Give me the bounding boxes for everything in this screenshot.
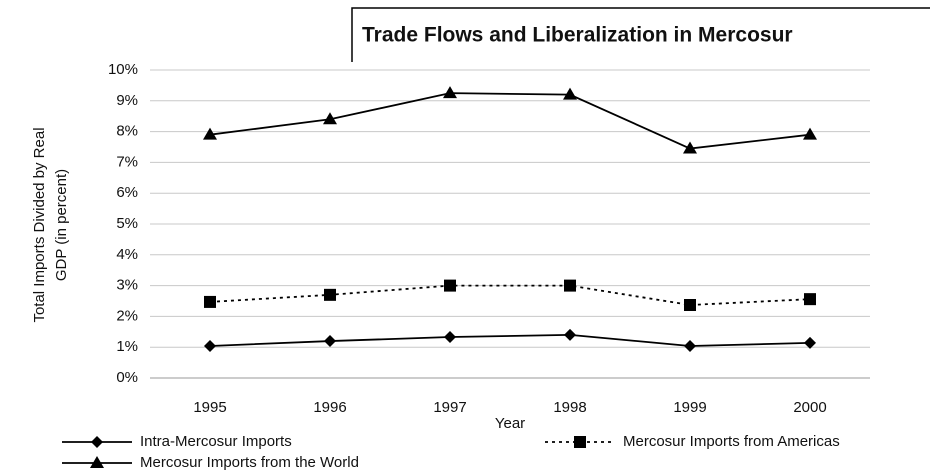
marker [90, 456, 104, 468]
y-tick-label: 7% [116, 153, 138, 170]
marker [804, 293, 816, 306]
marker [804, 336, 816, 349]
series-line [209, 284, 811, 306]
marker [324, 335, 336, 348]
y-tick-label: 6% [116, 184, 138, 201]
marker [203, 127, 217, 140]
marker [564, 279, 576, 292]
y-tick-label: 10% [108, 61, 138, 78]
marker [204, 295, 216, 308]
y-tick-label: 1% [116, 338, 138, 355]
series-line [209, 333, 811, 347]
x-axis-label: Year [495, 415, 525, 432]
marker [91, 436, 103, 448]
y-tick-label: 3% [116, 277, 138, 294]
y-tick-label: 4% [116, 246, 138, 263]
marker [683, 141, 697, 154]
marker [564, 328, 576, 341]
y-tick-label: 5% [116, 215, 138, 232]
marker [563, 87, 577, 100]
series-line [209, 92, 811, 150]
y-tick-label: 2% [116, 307, 138, 324]
marker [803, 127, 817, 140]
title-box [351, 7, 930, 62]
marker [443, 86, 457, 99]
y-tick-label: 8% [116, 123, 138, 140]
marker [444, 279, 456, 292]
chart-title: Trade Flows and Liberalization in Mercos… [362, 24, 793, 47]
x-tick-label: 1995 [193, 399, 226, 416]
x-tick-label: 1997 [433, 399, 466, 416]
y-axis-label: Total Imports Divided by Real [31, 127, 48, 322]
y-axis-label: GDP (in percent) [53, 169, 70, 281]
marker [323, 112, 337, 125]
marker [204, 339, 216, 352]
legend-label: Mercosur Imports from the World [140, 454, 359, 471]
x-tick-label: 1998 [553, 399, 586, 416]
x-tick-label: 1999 [673, 399, 706, 416]
marker [574, 436, 586, 448]
legend-label: Intra-Mercosur Imports [140, 433, 292, 450]
marker [324, 288, 336, 301]
y-tick-label: 9% [116, 92, 138, 109]
marker [684, 299, 696, 312]
y-tick-label: 0% [116, 369, 138, 386]
marker [684, 339, 696, 352]
marker [444, 331, 456, 344]
x-tick-label: 2000 [793, 399, 826, 416]
x-tick-label: 1996 [313, 399, 346, 416]
legend-label: Mercosur Imports from Americas [623, 433, 840, 450]
